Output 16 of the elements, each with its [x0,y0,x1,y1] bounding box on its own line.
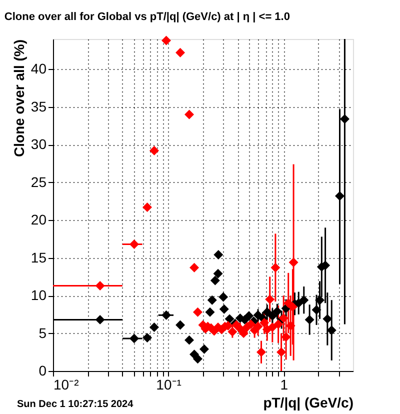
y-tick-label: 15 [30,249,47,266]
text: Sun Dec 1 10:27:15 2024 [17,399,134,410]
y-tick-label: 40 [30,60,47,77]
y-tick-label: 25 [30,174,47,190]
chart-title: Clone over all for Global vs pT/|q| (GeV/c) at | η | <= 1.0 [4,10,290,23]
x-tick-label: 10⁻¹ [156,376,182,392]
y-axis-title: Clone over all (%) [10,40,27,157]
y-tick-label: 30 [30,136,47,152]
x-tick-label: 1 [280,376,288,392]
y-tick-label: 35 [30,98,47,114]
y-tick-label: 0 [38,362,47,378]
y-tick-label: 20 [30,212,47,228]
y-tick-label: 5 [38,324,47,341]
x-axis-title: pT/|q| (GeV/c) [263,394,354,412]
y-tick-label: 10 [30,287,47,304]
x-tick-label: 10⁻² [54,376,80,392]
